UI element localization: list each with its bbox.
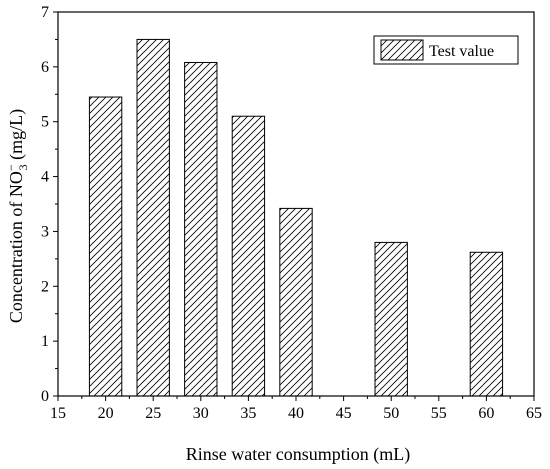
- x-tick-label: 65: [526, 405, 542, 422]
- y-tick-label: 0: [41, 388, 49, 405]
- legend: Test value: [373, 35, 519, 65]
- y-tick-label: 2: [41, 278, 49, 295]
- legend-swatch: [380, 39, 424, 61]
- x-tick-label: 45: [336, 405, 352, 422]
- y-tick-label: 1: [41, 333, 49, 350]
- y-tick-label: 6: [41, 59, 49, 76]
- x-tick-label: 20: [98, 405, 114, 422]
- y-tick-label: 4: [41, 169, 49, 186]
- bar-20: [88, 96, 123, 397]
- bars-group: [88, 38, 504, 397]
- y-tick-label: 5: [41, 114, 49, 131]
- x-axis-title: Rinse water consumption (mL): [186, 444, 410, 465]
- x-tick-label: 50: [383, 405, 399, 422]
- x-tick-label: 40: [288, 405, 304, 422]
- y-tick-label: 7: [41, 4, 49, 21]
- x-tick-label: 60: [478, 405, 494, 422]
- x-tick-label: 25: [145, 405, 161, 422]
- y-tick-label: 3: [41, 223, 49, 240]
- bar-40: [279, 207, 313, 397]
- bar-30: [184, 61, 218, 397]
- x-tick-label: 30: [193, 405, 209, 422]
- y-axis-title: Concentration of NO−3 (mg/L): [4, 109, 30, 323]
- bar-35: [231, 115, 266, 397]
- x-tick-label: 35: [240, 405, 256, 422]
- bar-25: [136, 38, 170, 397]
- legend-label: Test value: [429, 43, 494, 60]
- x-tick-label: 15: [50, 405, 66, 422]
- bar-60: [469, 251, 504, 397]
- x-tick-label: 55: [431, 405, 447, 422]
- bar-50: [374, 241, 408, 397]
